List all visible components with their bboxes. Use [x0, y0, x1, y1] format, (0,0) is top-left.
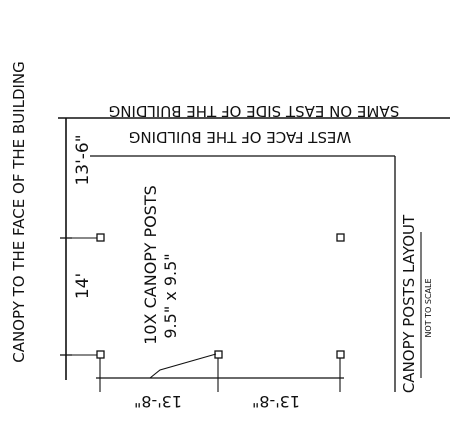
canopy-post — [96, 350, 105, 359]
bottom-dim-left: 13'-8" — [134, 392, 182, 411]
vertical-dim-13-6: 13'-6" — [73, 134, 93, 185]
side-title: CANOPY TO THE FACE OF THE BUILDING — [10, 61, 28, 363]
canopy-post — [336, 233, 345, 242]
post-note-line2: 9.5" x 9.5" — [161, 253, 180, 338]
wall-label: WEST FACE OF THE BUILDING — [129, 128, 352, 146]
bottom-dim-right: 13'-8" — [252, 392, 300, 411]
top-note: SAME ON EAST SIDE OF THE BUILDING — [109, 102, 400, 120]
canopy-post — [96, 233, 105, 242]
layout-title: CANOPY POSTS LAYOUT — [400, 214, 418, 393]
vertical-dim-14: 14' — [73, 273, 93, 299]
canopy-post — [336, 350, 345, 359]
scale-note: NOT TO SCALE — [424, 278, 433, 337]
post-note-leader — [149, 353, 217, 379]
post-note-line1: 10X CANOPY POSTS — [141, 185, 160, 345]
